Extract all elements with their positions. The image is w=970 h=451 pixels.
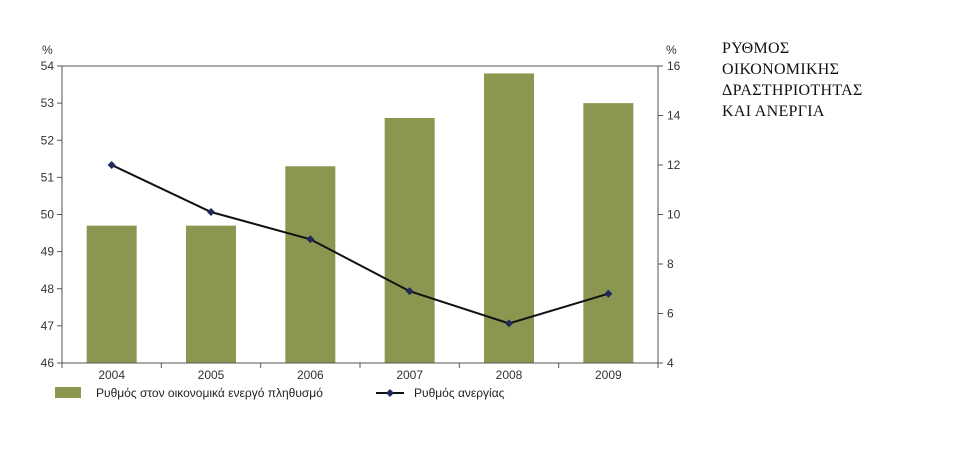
line-point	[505, 319, 513, 328]
right-tick-label: 4	[667, 356, 674, 370]
right-axis-ticks: 4 6 8 10 12 14 16	[658, 59, 681, 370]
left-tick-label: 49	[41, 245, 55, 259]
x-tick-label: 2007	[396, 368, 423, 382]
bar	[583, 103, 634, 363]
bar	[285, 166, 336, 363]
left-tick-label: 52	[41, 133, 55, 147]
bar	[484, 73, 534, 364]
left-tick-label: 50	[41, 208, 55, 222]
legend-line-marker	[386, 389, 394, 397]
line-path	[111, 164, 609, 325]
left-tick-label: 47	[41, 319, 55, 333]
x-tick-label: 2009	[595, 368, 622, 382]
side-title-line-2: ΟΙΚΟΝΟΜΙΚΗΣ	[722, 61, 840, 78]
left-axis-unit: %	[42, 43, 53, 57]
line-point	[306, 235, 315, 244]
bar	[86, 225, 137, 363]
right-tick-label: 16	[667, 59, 681, 73]
line-point	[604, 289, 613, 298]
x-tick-label: 2005	[198, 368, 225, 382]
left-tick-label: 54	[41, 59, 55, 73]
side-title-line-1: ΡΥΘΜΟΣ	[722, 40, 790, 57]
line-series	[107, 161, 613, 328]
legend-bar-label: Ρυθμός στον οικονομικά ενεργό πληθυσμό	[96, 386, 323, 400]
right-tick-label: 6	[667, 307, 674, 321]
legend-line-label: Ρυθμός ανεργίας	[414, 386, 505, 400]
right-tick-label: 14	[667, 109, 681, 123]
right-axis-unit: %	[666, 43, 677, 57]
x-tick-label: 2004	[98, 368, 125, 382]
left-tick-label: 46	[41, 356, 55, 370]
right-tick-label: 12	[667, 158, 681, 172]
plot-frame	[61, 65, 659, 364]
right-tick-label: 10	[667, 208, 681, 222]
left-tick-label: 51	[41, 170, 55, 184]
bar	[186, 225, 236, 363]
bar-series	[86, 73, 634, 364]
left-axis-ticks: 46 47 48 49 50 51 52 53 54	[41, 59, 62, 370]
left-tick-label: 53	[41, 96, 55, 110]
line-point	[207, 208, 215, 217]
legend-bar-swatch	[55, 387, 81, 398]
line-point	[107, 161, 116, 169]
x-axis-ticks: 2004 2005 2006 2007 2008 2009	[61, 363, 659, 382]
left-tick-label: 48	[41, 282, 55, 296]
x-tick-label: 2006	[297, 368, 324, 382]
bar	[384, 117, 435, 363]
right-tick-label: 8	[667, 257, 674, 271]
side-title-line-4: ΚΑΙ ΑΝΕΡΓΙΑ	[722, 103, 825, 120]
side-title-line-3: ΔΡΑΣΤΗΡΙΟΤΗΤΑΣ	[722, 82, 863, 99]
side-title: ΡΥΘΜΟΣ ΟΙΚΟΝΟΜΙΚΗΣ ΔΡΑΣΤΗΡΙΟΤΗΤΑΣ ΚΑΙ ΑΝ…	[722, 38, 962, 122]
x-tick-label: 2008	[496, 368, 523, 382]
legend: Ρυθμός στον οικονομικά ενεργό πληθυσμό Ρ…	[55, 386, 505, 400]
line-point	[405, 287, 414, 296]
